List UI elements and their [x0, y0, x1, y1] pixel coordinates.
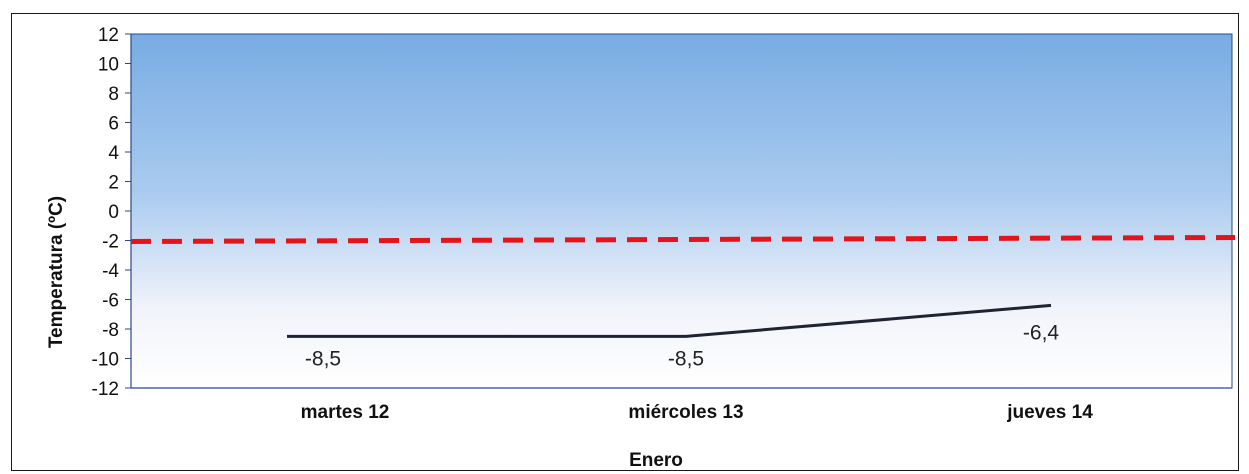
x-tick-label: martes 12: [301, 402, 390, 423]
y-tick-label: 0: [108, 202, 119, 223]
y-tick-label: 2: [108, 173, 119, 194]
y-tick-label: -12: [92, 379, 119, 400]
series-line: [287, 303, 1052, 338]
y-tick-label: 8: [108, 84, 119, 105]
data-label: -6,4: [1023, 321, 1060, 344]
x-tick-label: miércoles 13: [628, 402, 743, 423]
y-tick-label: 6: [108, 114, 119, 135]
x-tick-label: jueves 14: [1006, 402, 1093, 423]
y-axis: 12 10 8 6 4 2 0 -2 -4 -6 -8 -10 -12: [92, 25, 132, 400]
series-group: [287, 303, 1052, 338]
y-tick-label: -10: [92, 350, 119, 371]
y-tick-label: -6: [102, 291, 119, 312]
y-tick-label: -8: [102, 320, 119, 341]
y-tick-label: 12: [98, 25, 119, 46]
y-tick-label: -2: [102, 232, 119, 253]
y-tick-label: -4: [102, 261, 119, 282]
y-tick-label: 4: [108, 143, 119, 164]
y-tick-label: 10: [98, 55, 119, 76]
data-labels: -8,5 -8,5 -6,4: [305, 321, 1060, 370]
data-label: -8,5: [668, 347, 704, 370]
data-label: -8,5: [305, 347, 341, 370]
y-axis-title: Temperatura (ºC): [46, 196, 67, 348]
x-axis: martes 12 miércoles 13 jueves 14: [131, 387, 1232, 423]
plot-area: [130, 33, 1233, 389]
x-axis-title: Enero: [629, 450, 683, 471]
